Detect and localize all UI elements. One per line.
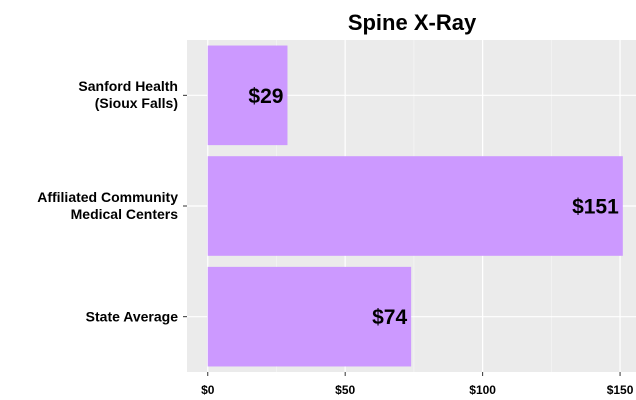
value-label: $151 [572, 196, 619, 219]
x-tick-label: $100 [469, 383, 496, 397]
y-tick-label: Affiliated Community Medical Centers [37, 189, 178, 222]
bar [207, 156, 623, 256]
value-label: $29 [248, 85, 283, 108]
x-tick-label: $50 [335, 383, 355, 397]
bar [207, 266, 412, 367]
bar [207, 45, 288, 146]
y-tick-label: State Average [85, 308, 178, 325]
x-tick-label: $0 [201, 383, 215, 397]
x-tick-label: $150 [607, 383, 634, 397]
value-label: $74 [372, 306, 407, 329]
chart-title: Spine X-Ray [348, 10, 477, 35]
y-tick-label: Sanford Health (Sioux Falls) [78, 78, 178, 112]
